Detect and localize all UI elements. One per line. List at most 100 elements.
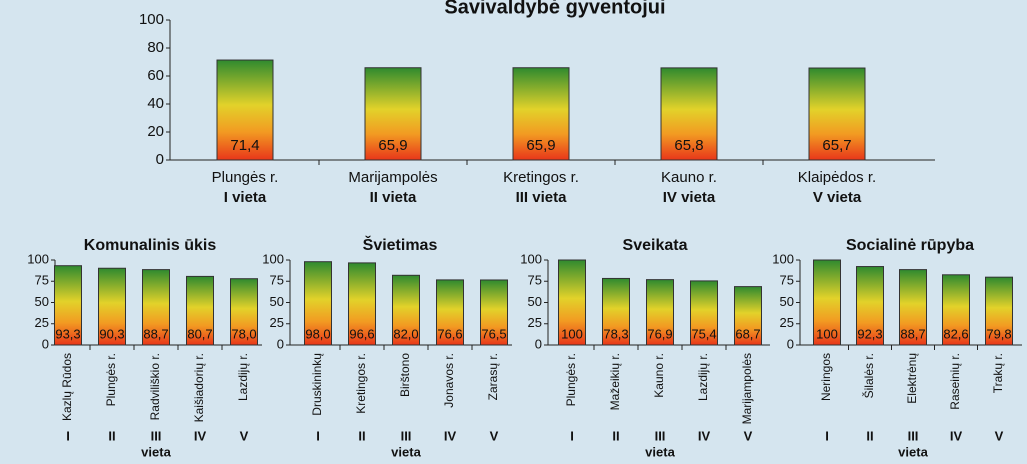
y-tick-label: 100 (139, 11, 164, 28)
value-label: 65,8 (674, 137, 703, 154)
rank-label: III (401, 428, 412, 443)
value-label: 65,9 (378, 137, 407, 154)
x-tick-label: Plungės r. (212, 169, 279, 186)
y-tick-label: 50 (35, 294, 49, 309)
chart-title: Socialinė rūpyba (846, 237, 974, 254)
x-tick-label: Plungės r. (564, 353, 578, 406)
y-tick-label: 0 (156, 151, 164, 168)
y-tick-label: 75 (35, 273, 49, 288)
rank-label: II (108, 428, 115, 443)
x-tick-label: Jonavos r. (442, 353, 456, 408)
x-tick-label: Plungės r. (104, 353, 118, 406)
rank-label: V (995, 428, 1004, 443)
y-tick-label: 100 (262, 251, 284, 266)
y-tick-label: 75 (780, 273, 794, 288)
y-tick-label: 75 (270, 273, 284, 288)
rank-label: II vieta (370, 189, 417, 206)
y-tick-label: 50 (780, 294, 794, 309)
bar (142, 269, 170, 346)
y-tick-label: 50 (270, 294, 284, 309)
y-tick-label: 20 (147, 123, 164, 140)
rank-label: IV (950, 428, 963, 443)
y-tick-label: 50 (528, 294, 542, 309)
value-label: 79,8 (986, 326, 1011, 341)
bar (436, 279, 464, 346)
rank-caption: vieta (391, 444, 421, 459)
value-label: 75,4 (691, 326, 716, 341)
rank-label: IV (698, 428, 711, 443)
bar (690, 280, 718, 346)
bar (985, 276, 1013, 346)
y-tick-label: 60 (147, 67, 164, 84)
value-label: 76,9 (647, 326, 672, 341)
value-label: 88,7 (143, 326, 168, 341)
bar (602, 277, 630, 346)
rank-label: III (908, 428, 919, 443)
y-tick-label: 40 (147, 95, 164, 112)
rank-label: II (358, 428, 365, 443)
bar (480, 279, 508, 346)
rank-label: I (316, 428, 320, 443)
x-tick-label: Druskininkų (310, 353, 324, 416)
value-label: 78,3 (603, 326, 628, 341)
x-tick-label: Kazlų Rūdos (60, 353, 74, 421)
x-tick-label: Kretingos r. (354, 353, 368, 414)
value-label: 78,0 (231, 326, 256, 341)
x-tick-label: Birštono (398, 353, 412, 397)
value-label: 92,3 (857, 326, 882, 341)
value-label: 88,7 (900, 326, 925, 341)
value-label: 80,7 (187, 326, 212, 341)
bar (942, 274, 970, 346)
value-label: 82,6 (943, 326, 968, 341)
rank-caption: vieta (898, 444, 928, 459)
value-label: 76,6 (437, 326, 462, 341)
bar (660, 67, 718, 161)
rank-label: IV (194, 428, 207, 443)
value-label: 100 (561, 326, 583, 341)
y-tick-label: 100 (772, 251, 794, 266)
bar (734, 286, 762, 346)
value-label: 93,3 (55, 326, 80, 341)
bar (646, 279, 674, 346)
value-label: 96,6 (349, 326, 374, 341)
rank-label: V (744, 428, 753, 443)
chart-title: Savivaldybė gyventojui (444, 0, 665, 18)
x-tick-label: Kauno r. (652, 353, 666, 398)
y-tick-label: 0 (535, 336, 542, 351)
value-label: 76,5 (481, 326, 506, 341)
value-label: 65,7 (822, 137, 851, 154)
x-tick-label: Lazdijų r. (696, 353, 710, 401)
rank-caption: vieta (141, 444, 171, 459)
value-label: 90,3 (99, 326, 124, 341)
x-tick-label: Raseinių r. (948, 353, 962, 410)
x-tick-label: Marijampolės (348, 169, 437, 186)
x-tick-label: Lazdijų r. (236, 353, 250, 401)
bar (899, 269, 927, 346)
value-label: 71,4 (230, 137, 259, 154)
bar (558, 259, 586, 346)
y-tick-label: 100 (520, 251, 542, 266)
rank-label: IV vieta (663, 189, 716, 206)
rank-caption: vieta (645, 444, 675, 459)
y-tick-label: 25 (35, 315, 49, 330)
x-tick-label: Klaipėdos r. (798, 169, 876, 186)
bar (54, 265, 82, 346)
chart-title: Švietimas (363, 235, 438, 254)
x-tick-label: Neringos (819, 353, 833, 401)
rank-label: I (825, 428, 829, 443)
value-label: 68,7 (735, 326, 760, 341)
x-tick-label: Šilalės r. (861, 353, 876, 398)
y-tick-label: 25 (528, 315, 542, 330)
x-tick-label: Kretingos r. (503, 169, 579, 186)
y-tick-label: 25 (780, 315, 794, 330)
bar (813, 259, 841, 346)
rank-label: IV (444, 428, 457, 443)
y-tick-label: 0 (787, 336, 794, 351)
bar (186, 275, 214, 346)
rank-label: I vieta (224, 189, 267, 206)
x-tick-label: Kaišiadorių r. (192, 353, 206, 422)
y-tick-label: 0 (277, 336, 284, 351)
bar (856, 266, 884, 346)
bar (98, 267, 126, 346)
